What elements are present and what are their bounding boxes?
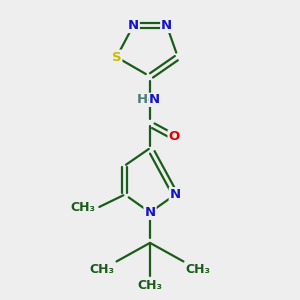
Text: O: O bbox=[169, 130, 180, 143]
Text: CH₃: CH₃ bbox=[137, 279, 163, 292]
Text: CH₃: CH₃ bbox=[90, 263, 115, 276]
Text: H: H bbox=[136, 93, 147, 106]
Text: CH₃: CH₃ bbox=[185, 263, 210, 276]
Text: N: N bbox=[144, 206, 156, 219]
Text: N: N bbox=[128, 19, 139, 32]
Text: N: N bbox=[149, 93, 160, 106]
Text: N: N bbox=[161, 19, 172, 32]
Text: N: N bbox=[170, 188, 181, 201]
Text: S: S bbox=[112, 51, 122, 64]
Text: CH₃: CH₃ bbox=[70, 201, 95, 214]
